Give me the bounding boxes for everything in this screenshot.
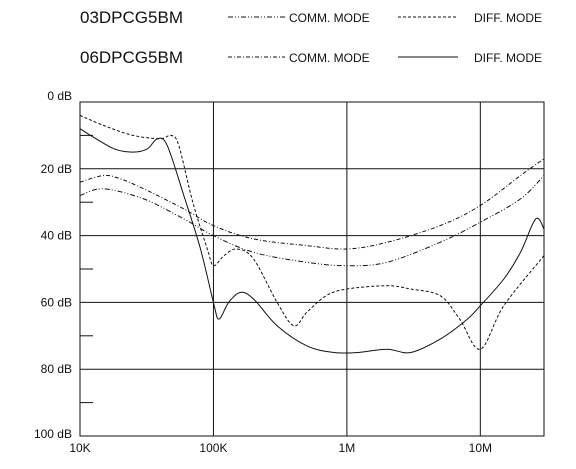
legend-product-name: 03DPCG5BM: [80, 8, 183, 27]
series-layer: [79, 114, 545, 354]
y-tick-label: 0 dB: [47, 89, 72, 103]
y-tick-label: 100 dB: [34, 427, 72, 441]
x-tick-label: 10M: [469, 441, 492, 455]
series-line-2: [79, 114, 545, 350]
series-line-1: [79, 175, 545, 267]
legend-mode-label: DIFF. MODE: [474, 51, 542, 65]
legend: 03DPCG5BM COMM. MODE DIFF. MODE 06DPCG5BM CO…: [80, 8, 542, 67]
legend-mode-label: COMM. MODE: [289, 51, 370, 65]
plot-frame: [79, 101, 545, 437]
series-line-4: [79, 128, 545, 354]
legend-mode-label: DIFF. MODE: [474, 11, 542, 25]
x-tick-label: 100K: [199, 441, 227, 455]
x-tick-label: 1M: [339, 441, 356, 455]
y-tick-label: 40 dB: [41, 229, 72, 243]
y-tick-label: 80 dB: [41, 362, 72, 376]
series-line-3: [79, 158, 545, 250]
legend-product-name: 06DPCG5BM: [80, 48, 183, 67]
y-tick-label: 20 dB: [41, 162, 72, 176]
grid: [80, 102, 544, 436]
x-tick-label: 10K: [69, 441, 90, 455]
legend-mode-label: COMM. MODE: [289, 11, 370, 25]
y-tick-label: 60 dB: [41, 295, 72, 309]
